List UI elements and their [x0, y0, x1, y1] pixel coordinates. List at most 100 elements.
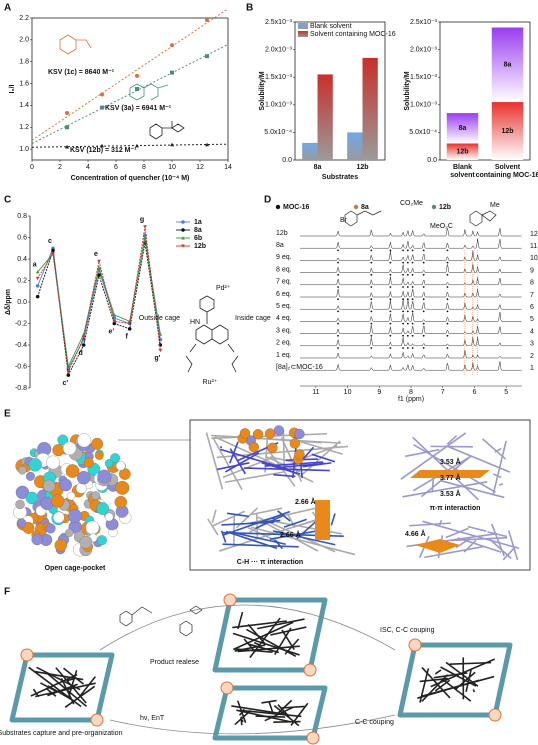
bond — [247, 527, 279, 543]
peak-dot — [402, 310, 404, 313]
bond — [455, 537, 471, 549]
bond — [280, 462, 326, 469]
spectrum — [300, 361, 522, 371]
bond — [302, 446, 315, 460]
x-tick-label: 8a — [314, 164, 322, 171]
bond — [439, 479, 505, 499]
cage — [397, 642, 513, 718]
y-tick-label: 1.6 — [19, 80, 29, 87]
y-tick-label: -0.8 — [15, 385, 27, 392]
atom — [85, 520, 100, 535]
bond — [62, 667, 85, 685]
structure-sketch — [59, 34, 92, 55]
peak-dot — [402, 347, 404, 349]
bar — [302, 142, 318, 160]
segment-label: 8a — [459, 125, 467, 132]
x-tick-label: 12b — [356, 164, 368, 171]
molecule-label: Br — [340, 217, 348, 224]
series-line — [37, 237, 161, 369]
atom — [289, 438, 300, 449]
bond — [507, 530, 519, 561]
bar-segment — [446, 113, 479, 144]
marker — [158, 332, 163, 336]
peak-dot — [370, 310, 373, 313]
peak-dot — [406, 322, 409, 325]
peak-dot — [406, 249, 409, 252]
bond — [290, 702, 309, 726]
atom — [294, 428, 305, 440]
y-tick-label: 0.6 — [17, 234, 27, 241]
marker — [35, 276, 40, 281]
peak-dot — [370, 298, 373, 301]
peak-dot — [389, 322, 392, 325]
peak-dot — [337, 347, 339, 349]
bond — [211, 509, 217, 523]
bond — [32, 688, 40, 698]
x-tick-label: Solvent containing MOC-16 — [476, 164, 538, 179]
atom — [115, 461, 126, 471]
structure-sketch — [129, 83, 169, 101]
peak-dot — [402, 286, 404, 288]
bond — [472, 689, 476, 693]
bond — [248, 643, 280, 654]
peak-dot — [370, 249, 373, 252]
atom — [104, 459, 114, 468]
peak-dot — [446, 322, 449, 325]
x-tick-label: 0 — [30, 164, 34, 171]
marker — [135, 143, 139, 148]
peak-dot — [389, 334, 392, 337]
bond — [205, 432, 224, 490]
atom — [96, 502, 109, 515]
marker — [170, 43, 174, 48]
peak-dot — [411, 298, 414, 301]
legend-dot — [353, 204, 359, 210]
atom — [31, 533, 43, 546]
marker — [158, 343, 163, 347]
bond — [244, 467, 330, 472]
bond — [47, 685, 73, 701]
atom — [252, 429, 264, 440]
row-number: 1 — [530, 365, 534, 372]
x-tick-label: 2 — [58, 164, 62, 171]
bond — [409, 522, 451, 527]
marker — [127, 327, 132, 331]
segment-label: 8a — [504, 62, 512, 69]
atom — [53, 511, 65, 524]
point-label: e — [94, 251, 98, 258]
plot-frame — [439, 21, 531, 161]
bar-segment — [491, 102, 524, 160]
spectrum — [300, 276, 522, 286]
y-tick-label: -0.2 — [15, 320, 27, 327]
marker — [51, 252, 55, 256]
pd-node — [223, 593, 237, 607]
segment-label: 12b — [456, 149, 468, 156]
bar — [347, 132, 363, 160]
peak-dot — [389, 273, 392, 276]
peak-dot — [446, 261, 449, 264]
bond — [234, 709, 252, 726]
peak-dot — [389, 249, 392, 252]
peak-dot — [337, 322, 339, 325]
ring — [415, 539, 460, 553]
distance: 2.66 Å — [280, 530, 301, 539]
row-label: 8 eq. — [276, 266, 292, 273]
x-tick-label: 10 — [344, 389, 352, 396]
bond — [467, 525, 487, 532]
x-tick-label: 11 — [312, 389, 319, 396]
molecule-label: MeO₂C — [430, 223, 453, 230]
bond — [249, 617, 281, 659]
bond — [405, 448, 440, 458]
spectrum — [300, 238, 522, 249]
legend-label: 1a — [194, 219, 202, 226]
y-tick-label: 0.4 — [17, 256, 27, 263]
bond — [412, 436, 479, 501]
bond — [232, 621, 294, 651]
bond — [299, 445, 338, 461]
atom — [15, 485, 30, 500]
row-label: 7 eq. — [276, 279, 292, 286]
row-label: 5 eq. — [276, 303, 292, 310]
peak-dot — [337, 298, 339, 301]
marker — [181, 236, 185, 240]
marker — [97, 273, 101, 277]
bond — [441, 677, 472, 702]
